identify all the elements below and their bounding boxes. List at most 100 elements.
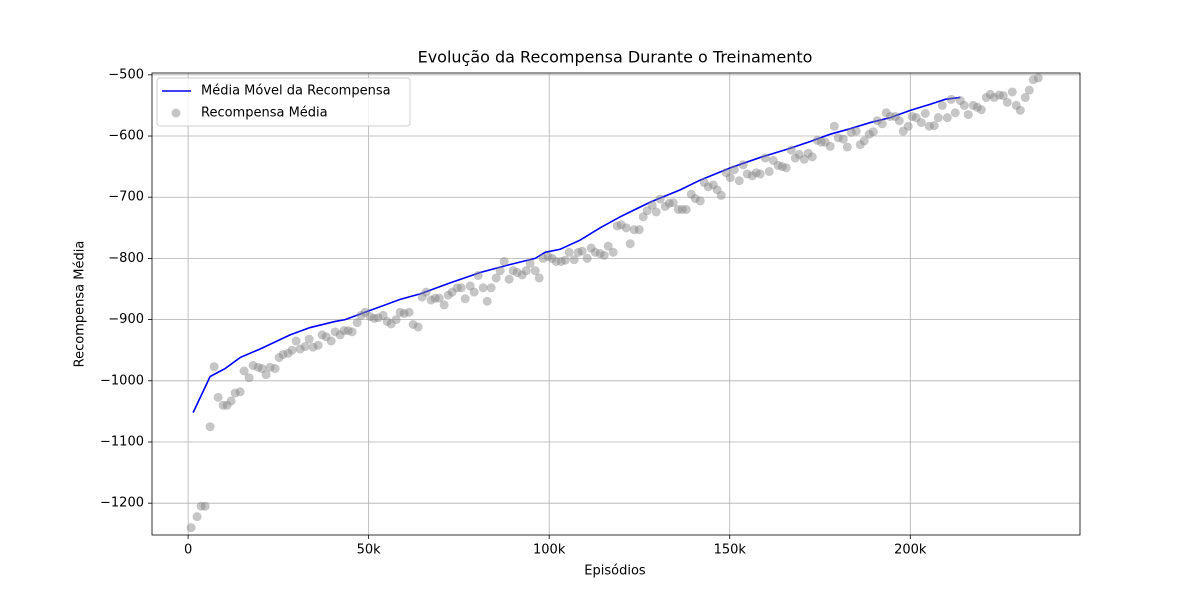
scatter-point xyxy=(317,330,327,340)
scatter-point xyxy=(473,271,483,281)
scatter-point xyxy=(673,204,683,214)
scatter-point xyxy=(703,182,713,192)
y-tick-label: −700 xyxy=(108,190,144,205)
scatter-point xyxy=(781,163,791,173)
scatter-point xyxy=(647,200,657,210)
scatter-point xyxy=(681,204,691,214)
scatter-point xyxy=(482,296,492,306)
scatter-point xyxy=(881,108,891,118)
scatter-point xyxy=(664,198,674,208)
scatter-point xyxy=(261,370,271,380)
scatter-point xyxy=(955,96,965,106)
scatter-point xyxy=(595,249,605,259)
scatter-point xyxy=(538,253,548,263)
scatter-point xyxy=(950,108,960,118)
scatter-point xyxy=(747,171,757,181)
scatter-point xyxy=(447,287,457,297)
scatter-point xyxy=(907,111,917,121)
legend-label: Média Móvel da Recompensa xyxy=(201,84,391,99)
scatter-point xyxy=(803,148,813,158)
scatter-point xyxy=(347,327,357,337)
axes-frame xyxy=(151,72,1081,536)
scatter-point xyxy=(300,342,310,352)
scatter-point xyxy=(864,129,874,139)
scatter-point xyxy=(205,422,215,432)
scatter-point xyxy=(560,255,570,265)
scatter-point xyxy=(456,283,466,293)
scatter-point xyxy=(911,113,921,123)
scatter-point xyxy=(833,133,843,143)
scatter-point xyxy=(668,198,678,208)
scatter-point xyxy=(942,113,952,123)
scatter-point xyxy=(651,207,661,217)
scatter-point xyxy=(773,160,783,170)
y-tick-label: −1100 xyxy=(100,434,144,449)
scatter-point xyxy=(842,142,852,152)
scatter-point xyxy=(547,253,557,263)
scatter-point xyxy=(287,345,297,355)
legend: Média Móvel da Recompensa Recompensa Médi… xyxy=(156,77,411,127)
scatter-point xyxy=(859,136,869,146)
y-tick-label: −1000 xyxy=(100,373,144,388)
moving-average-line xyxy=(192,96,961,413)
scatter-point xyxy=(395,307,405,317)
scatter-point xyxy=(777,162,787,172)
scatter-point xyxy=(916,118,926,128)
scatter-point xyxy=(734,176,744,186)
scatter-point xyxy=(838,134,848,144)
scatter-point xyxy=(612,221,622,231)
x-tick-label: 50k xyxy=(357,543,382,558)
scatter-point xyxy=(491,273,501,283)
scatter-point xyxy=(989,92,999,102)
scatter-point xyxy=(1028,75,1038,85)
scatter-point xyxy=(1015,105,1025,115)
scatter-point xyxy=(304,334,314,344)
scatter-point xyxy=(716,190,726,200)
scatter-point xyxy=(222,400,232,410)
scatter-point xyxy=(339,326,349,336)
scatter-point xyxy=(330,327,340,337)
scatter-point xyxy=(642,206,652,216)
scatter-point xyxy=(465,281,475,291)
scatter-point xyxy=(699,178,709,188)
legend-box xyxy=(156,77,411,127)
scatter-point xyxy=(890,111,900,121)
scatter-point xyxy=(486,283,496,293)
scatter-point xyxy=(721,168,731,178)
scatter-point xyxy=(230,388,240,398)
scatter-point xyxy=(196,501,206,511)
scatter-point xyxy=(504,274,514,284)
scatter-point xyxy=(321,332,331,342)
scatter-point xyxy=(257,364,267,374)
scatter-point xyxy=(369,313,379,323)
scatter-point xyxy=(885,111,895,121)
scatter-point xyxy=(512,267,522,277)
scatter-point xyxy=(976,105,986,115)
scatter-point xyxy=(1007,87,1017,97)
scatter-point xyxy=(898,126,908,136)
scatter-point xyxy=(499,256,509,266)
scatter-point xyxy=(725,173,735,183)
scatter-point xyxy=(1024,85,1034,95)
scatter-point xyxy=(621,223,631,233)
scatter-point xyxy=(439,300,449,310)
scatter-point xyxy=(807,152,817,162)
scatter-point xyxy=(690,193,700,203)
scatter-point xyxy=(794,149,804,159)
scatter-point xyxy=(517,270,527,280)
scatter-point xyxy=(443,290,453,300)
scatter-point xyxy=(877,119,887,129)
scatter-point xyxy=(417,292,427,302)
scatter-point xyxy=(586,243,596,253)
scatter-point xyxy=(629,225,639,235)
scatter-point xyxy=(335,330,345,340)
scatter-point xyxy=(308,342,318,352)
scatter-point xyxy=(786,145,796,155)
scatter-point xyxy=(577,246,587,256)
scatter-point xyxy=(200,501,210,511)
scatter-point xyxy=(937,100,947,110)
scatter-point xyxy=(278,349,288,359)
scatter-point xyxy=(421,287,431,297)
scatter-point xyxy=(799,154,809,164)
scatter-point xyxy=(253,362,263,372)
